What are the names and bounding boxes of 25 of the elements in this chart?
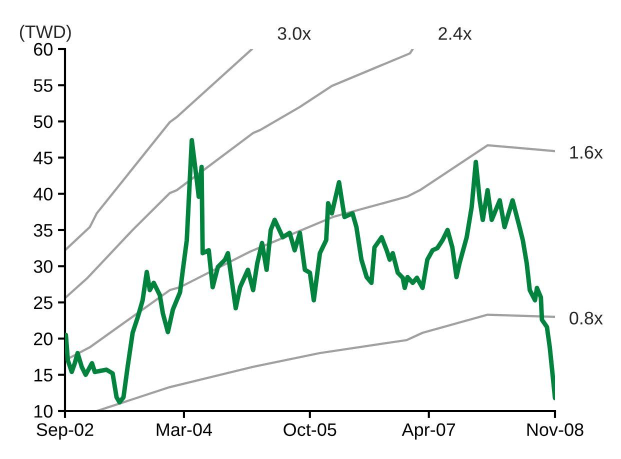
y-tick-label: 35 [34,224,52,237]
y-tick-label: 30 [34,260,52,273]
x-tick-label: Mar-04 [156,423,212,436]
y-tick-label: 15 [34,368,52,382]
y-tick-label: 60 [34,42,52,56]
line-series [96,314,555,411]
x-tick-label: Nov-08 [527,423,584,436]
series-label: 2.4x [438,27,472,40]
x-tick-label: Oct-05 [284,423,336,436]
line-series [65,49,414,300]
y-tick-label: 20 [34,332,52,346]
y-axis-title: (TWD) [20,24,71,42]
line-series [65,49,254,252]
y-tick-label: 50 [34,115,52,128]
x-tick-label: Sep-02 [36,423,94,440]
y-tick-label: 25 [34,296,52,310]
line-series [65,138,555,405]
y-tick-label: 40 [34,188,52,201]
x-tick-label: Apr-07 [402,423,456,440]
series-label: 0.8x [570,312,603,325]
y-tick-label: 10 [34,404,52,418]
series-label: 1.6x [570,146,603,159]
y-tick-label: 45 [34,152,52,164]
series-label: 3.0x [278,27,311,40]
y-tick-label: 55 [34,79,52,92]
